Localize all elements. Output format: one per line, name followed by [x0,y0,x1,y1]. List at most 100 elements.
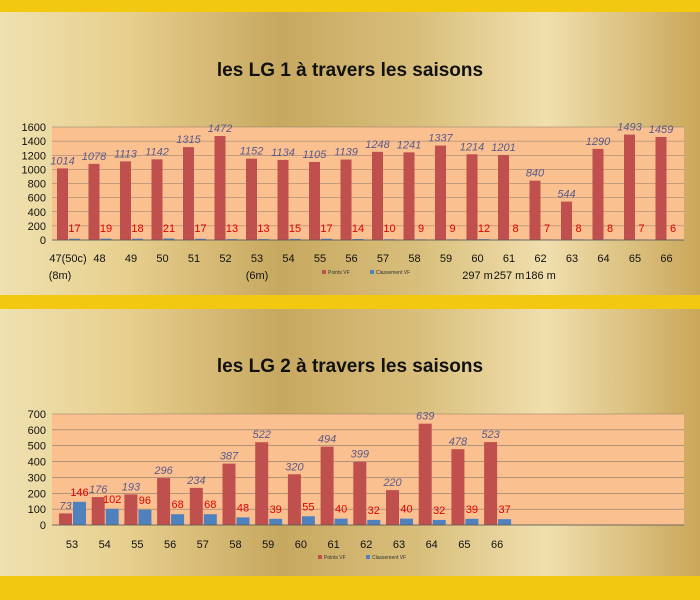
lg1-data-label-classement: 8 [512,223,518,235]
lg1-data-label-points: 1214 [460,141,484,153]
lg2-xtick-label: 54 [99,539,111,551]
lg2-ytick-label: 100 [28,504,46,516]
lg1-bar-points [624,134,635,240]
lg2-bar-points [59,513,72,525]
lg1-bar-points [498,155,509,240]
lg1-ytick-label: 800 [28,179,46,191]
lg1-bar-classement [195,238,206,240]
lg1-data-label-classement: 8 [607,223,613,235]
lg2-ytick-label: 400 [28,457,46,469]
lg2-legend-swatch-classement [366,555,370,559]
lg2-xtick-label: 62 [360,539,372,551]
lg2-data-label-classement: 37 [498,504,510,516]
lg1-xtick-label: 64 [597,253,609,265]
lg2-ytick-label: 500 [28,441,46,453]
lg1-bar-points [529,180,541,240]
lg1-data-label-points: 1113 [114,148,138,160]
lg1-data-label-classement: 13 [226,223,238,235]
lg1-bar-points [88,163,100,240]
lg1-xtick-label: 48 [93,253,105,265]
lg1-xtick-sublabel: 297 m [462,270,493,282]
lg2-xtick-label: 58 [229,539,241,551]
lg2-bar-points [386,490,399,525]
lg1-xtick-label: 63 [566,253,578,265]
lg2-xtick-label: 64 [426,539,438,551]
lg1-data-label-points: 1493 [617,122,642,134]
lg2-data-label-points: 523 [481,429,500,441]
lg2-bar-points [255,442,269,525]
lg1-data-label-points: 1315 [176,134,201,146]
lg1-bar-points [466,154,478,240]
lg1-data-label-classement: 21 [163,223,175,235]
lg1-data-label-points: 840 [526,168,545,180]
lg1-data-label-points: 1248 [365,139,390,151]
lg2-xtick-label: 57 [197,539,209,551]
lg1-xtick-label: 66 [660,253,672,265]
lg2-data-label-classement: 32 [433,505,445,517]
lg2-bar-classement [73,501,86,525]
lg1-xtick-label: 50 [156,253,168,265]
lg1-xtick-sublabel: (8m) [49,270,72,282]
lg2-data-label-points: 220 [382,477,402,489]
lg1-ytick-label: 1400 [22,136,46,148]
lg1-bar-classement [100,238,112,240]
lg2-bar-classement [334,518,348,525]
lg1-data-label-points: 1078 [82,151,107,163]
lg1-data-label-classement: 9 [449,223,455,235]
lg1-bar-classement [226,239,238,240]
lg1-data-label-classement: 13 [257,223,269,235]
lg1-ytick-label: 200 [28,221,46,233]
lg1-bar-points [435,145,446,240]
lg2-xtick-label: 63 [393,539,405,551]
lg1-bar-points [592,148,604,240]
lg1-data-label-points: 1337 [428,133,453,145]
lg2-bar-classement [498,519,512,525]
lg2-xtick-label: 61 [327,539,339,551]
lg1-bar-points [372,151,383,240]
lg1-bar-points [151,159,163,240]
lg1-xtick-label: 59 [440,253,452,265]
lg1-data-label-points: 1152 [240,146,264,158]
lg2-data-label-classement: 39 [270,504,282,516]
lg1-data-label-classement: 14 [352,223,364,235]
lg1-data-label-classement: 7 [638,223,644,235]
lg2-bar-classement [465,518,479,525]
lg1-data-label-classement: 18 [131,223,143,235]
lg1-bar-classement [289,238,301,240]
lg2-data-label-points: 399 [351,449,369,461]
lg2-data-label-classement: 48 [237,502,249,514]
lg2-bar-points [287,474,301,525]
lg2-xtick-label: 65 [458,539,470,551]
lg2-data-label-points: 193 [122,481,141,493]
lg2-bar-points [189,487,203,525]
lg1-xtick-label: 56 [345,253,357,265]
lg2-data-label-points: 320 [285,461,304,473]
lg1-data-label-points: 1014 [50,155,74,167]
lg1-bar-classement [132,238,143,240]
lg2-bar-classement [236,517,250,525]
lg1-xtick-label: 53 [251,253,263,265]
lg2-legend-label-points: Points VF [324,555,346,561]
lg2-bar-points [418,423,432,525]
lg1-xtick-label: 51 [188,253,200,265]
lg1-bar-classement [69,238,80,240]
lg2-bar-points [222,463,236,525]
lg2-bar-points [157,478,171,525]
lg2-data-label-points: 478 [449,436,468,448]
lg2-ytick-label: 700 [28,409,46,421]
lg1-data-label-classement: 19 [100,223,112,235]
lg2-data-label-points: 522 [253,429,271,441]
lg2-data-label-points: 73 [59,500,72,512]
lg1-data-label-points: 1134 [271,147,295,159]
lg1-data-label-classement: 17 [68,223,80,235]
lg2-data-label-points: 387 [220,451,239,463]
lg2-bar-classement [432,519,446,525]
chart-panel-lg2: les LG 2 à travers les saisons 0 100 200 30… [0,309,700,576]
lg1-data-label-classement: 12 [478,223,490,235]
lg1-xtick-label: 52 [219,253,231,265]
lg2-data-label-classement: 32 [368,505,380,517]
lg1-xtick-label: 62 [534,253,546,265]
lg1-ytick-label: 1600 [22,122,46,134]
lg2-data-label-classement: 68 [204,499,216,511]
